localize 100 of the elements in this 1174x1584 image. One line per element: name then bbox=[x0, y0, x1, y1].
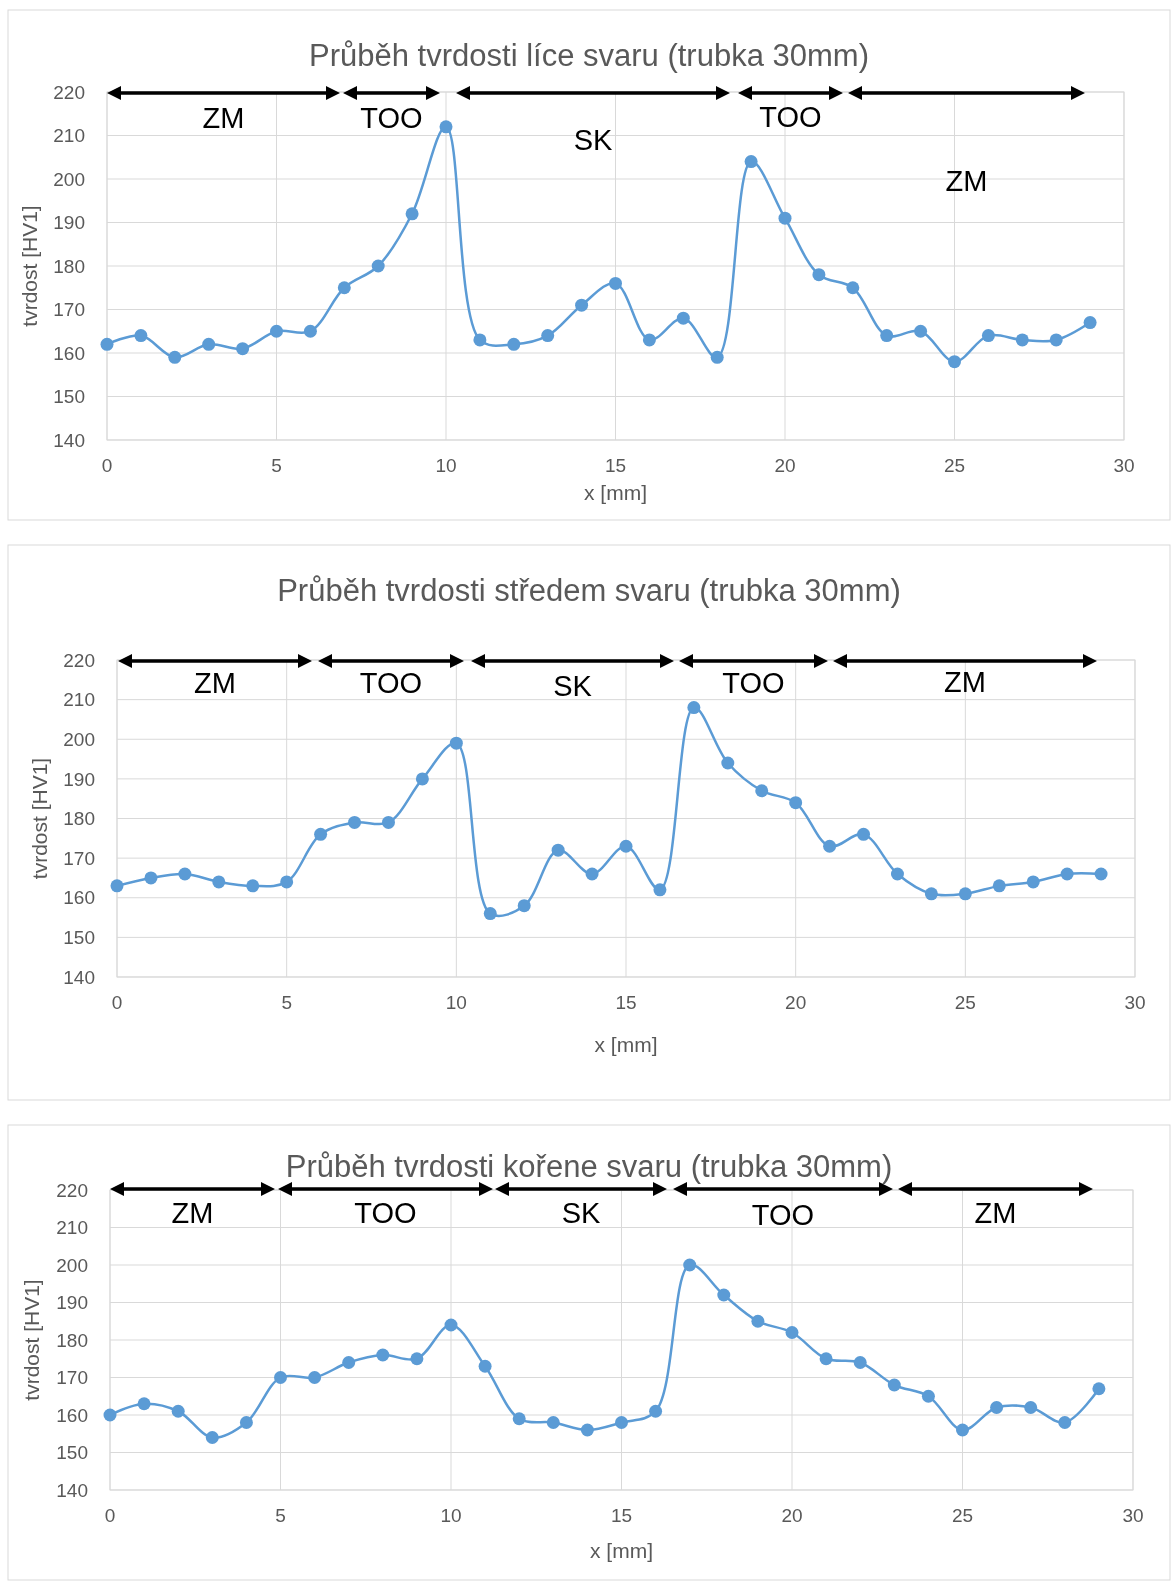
point bbox=[381, 815, 395, 829]
y-tick-label: 210 bbox=[53, 125, 85, 147]
y-axis-title: tvrdost [HV1] bbox=[28, 757, 52, 880]
y-tick-label: 190 bbox=[56, 1292, 88, 1314]
point bbox=[880, 329, 894, 343]
y-tick-label: 200 bbox=[53, 168, 85, 190]
y-tick-label: 200 bbox=[56, 1254, 88, 1276]
y-tick-label: 170 bbox=[56, 1367, 88, 1389]
point bbox=[246, 879, 260, 893]
x-tick-label: 15 bbox=[610, 1505, 633, 1526]
point bbox=[1058, 1416, 1072, 1429]
annotation: TOO bbox=[359, 667, 423, 700]
point bbox=[609, 276, 622, 290]
x-tick-label: 0 bbox=[101, 455, 113, 476]
point bbox=[144, 871, 158, 885]
point bbox=[337, 281, 351, 295]
point bbox=[449, 736, 463, 750]
point bbox=[778, 211, 792, 225]
point bbox=[812, 268, 826, 282]
y-tick-label: 140 bbox=[53, 429, 85, 451]
point bbox=[642, 333, 656, 347]
point bbox=[308, 1371, 322, 1384]
y-tick-label: 220 bbox=[53, 81, 85, 103]
point bbox=[575, 298, 589, 312]
point bbox=[212, 875, 226, 889]
point bbox=[439, 120, 453, 134]
point bbox=[649, 1404, 663, 1418]
point bbox=[280, 875, 294, 889]
x-tick-label: 30 bbox=[1113, 455, 1135, 476]
point bbox=[473, 333, 487, 347]
point bbox=[755, 784, 769, 798]
y-tick-label: 220 bbox=[56, 1179, 88, 1201]
x-tick-label: 25 bbox=[954, 992, 976, 1013]
point bbox=[890, 867, 904, 881]
x-axis-title: x [mm] bbox=[590, 1539, 653, 1562]
annotation: ZM bbox=[974, 1197, 1017, 1230]
x-tick-label: 10 bbox=[440, 1505, 462, 1526]
x-tick-label: 30 bbox=[1122, 1505, 1144, 1526]
annotation: TOO bbox=[360, 102, 423, 135]
point bbox=[415, 772, 429, 786]
annotation: ZM bbox=[202, 102, 245, 135]
point bbox=[483, 907, 497, 921]
y-tick-label: 150 bbox=[56, 1442, 88, 1464]
point bbox=[717, 1288, 731, 1302]
point bbox=[202, 337, 216, 351]
point bbox=[687, 701, 701, 715]
point bbox=[981, 329, 995, 343]
point bbox=[239, 1416, 253, 1429]
point bbox=[110, 879, 124, 893]
point bbox=[512, 1412, 526, 1426]
point bbox=[823, 839, 837, 853]
point bbox=[137, 1397, 151, 1411]
point bbox=[990, 1401, 1004, 1414]
annotation: SK bbox=[573, 124, 613, 157]
x-tick-label: 0 bbox=[111, 992, 123, 1013]
point bbox=[789, 796, 803, 810]
y-axis-title: tvrdost [HV1] bbox=[20, 1279, 44, 1401]
y-tick-label: 170 bbox=[53, 299, 85, 321]
x-tick-label: 25 bbox=[951, 1505, 974, 1526]
point bbox=[236, 342, 250, 356]
y-tick-label: 170 bbox=[63, 847, 95, 869]
y-tick-label: 220 bbox=[63, 649, 95, 671]
point bbox=[546, 1416, 560, 1429]
point bbox=[371, 259, 385, 273]
point bbox=[1024, 1401, 1038, 1414]
point bbox=[348, 815, 362, 829]
y-tick-label: 160 bbox=[53, 342, 85, 364]
y-tick-label: 180 bbox=[63, 808, 95, 830]
chart-title: Průběh tvrdosti kořene svaru (trubka 30mm) bbox=[285, 1148, 893, 1184]
y-tick-label: 150 bbox=[53, 386, 85, 408]
point bbox=[1049, 333, 1063, 347]
point bbox=[887, 1378, 901, 1392]
point bbox=[274, 1371, 287, 1384]
point bbox=[914, 324, 928, 338]
point bbox=[958, 887, 972, 901]
x-axis-title: x [mm] bbox=[594, 1033, 658, 1056]
point bbox=[992, 879, 1006, 893]
point bbox=[205, 1431, 219, 1444]
x-tick-label: 15 bbox=[604, 455, 627, 476]
y-tick-label: 160 bbox=[56, 1404, 88, 1426]
point bbox=[171, 1404, 185, 1418]
x-tick-label: 0 bbox=[104, 1505, 116, 1526]
y-tick-label: 210 bbox=[63, 689, 95, 711]
point bbox=[1026, 875, 1040, 889]
chart-title: Průběh tvrdosti líce svaru (trubka 30mm) bbox=[309, 37, 869, 73]
x-tick-label: 30 bbox=[1124, 992, 1146, 1013]
annotation: SK bbox=[553, 670, 593, 703]
y-tick-label: 160 bbox=[63, 887, 95, 909]
point bbox=[1060, 867, 1074, 881]
y-axis-title: tvrdost [HV1] bbox=[18, 205, 42, 327]
point bbox=[585, 867, 599, 881]
y-tick-label: 200 bbox=[63, 728, 95, 750]
point bbox=[956, 1423, 969, 1437]
point bbox=[168, 350, 182, 364]
point bbox=[921, 1389, 935, 1403]
x-axis-title: x [mm] bbox=[584, 481, 647, 504]
x-tick-label: 20 bbox=[781, 1505, 803, 1526]
y-tick-label: 140 bbox=[56, 1479, 88, 1501]
point bbox=[819, 1352, 833, 1366]
point bbox=[405, 207, 419, 221]
